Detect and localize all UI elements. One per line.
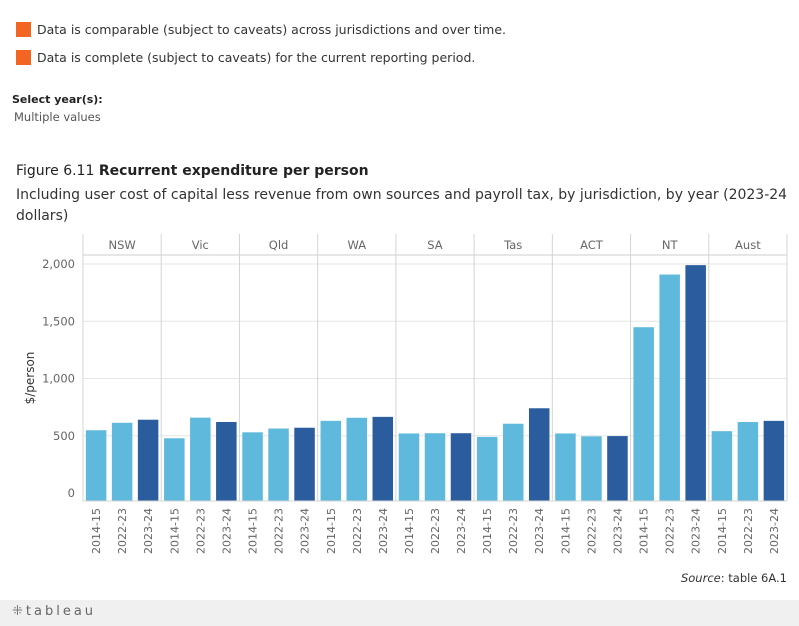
- figure-number: Figure 6.11: [16, 163, 95, 179]
- legend-item-comparable: Data is comparable (subject to caveats) …: [16, 22, 506, 37]
- x-tick-label: 2014-15: [325, 508, 338, 554]
- bar-wa-2014-15: [320, 420, 342, 501]
- x-tick-label: 2023-24: [768, 508, 781, 554]
- legend-item-complete: Data is complete (subject to caveats) fo…: [16, 50, 475, 65]
- x-tick-label: 2014-15: [559, 508, 572, 554]
- legend-swatch: [16, 50, 31, 65]
- y-tick-label: 500: [53, 429, 75, 443]
- y-tick-label: 1,500: [42, 314, 75, 328]
- bar-aust-2022-23: [737, 422, 759, 501]
- figure-title-text: Recurrent expenditure per person: [98, 163, 369, 179]
- x-tick-label: 2023-24: [690, 508, 703, 554]
- bar-vic-2014-15: [164, 438, 185, 501]
- panel-header-vic: Vic: [192, 238, 209, 252]
- panel-header-act: ACT: [580, 238, 604, 252]
- legend-swatch: [16, 22, 31, 37]
- bar-aust-2014-15: [711, 431, 733, 501]
- bar-tas-2014-15: [476, 436, 498, 501]
- x-tick-label: 2022-23: [273, 508, 286, 554]
- legend-text: Data is comparable (subject to caveats) …: [37, 22, 506, 37]
- footer-bar: ⁜ tableau: [0, 600, 799, 626]
- x-tick-label: 2022-23: [429, 508, 442, 554]
- panel-header-sa: SA: [427, 238, 443, 252]
- y-tick-label: 1,000: [42, 372, 75, 386]
- bar-nt-2022-23: [659, 274, 680, 501]
- y-tick-label: 0: [68, 486, 75, 500]
- source-text: : table 6A.1: [720, 571, 787, 585]
- x-tick-label: 2022-23: [664, 508, 677, 554]
- bar-vic-2023-24: [216, 422, 237, 501]
- panel-header-tas: Tas: [503, 238, 522, 252]
- figure-title: Figure 6.11 Recurrent expenditure per pe…: [16, 163, 369, 179]
- bar-sa-2022-23: [424, 433, 446, 501]
- bar-qld-2014-15: [242, 432, 263, 501]
- bar-aust-2023-24: [763, 420, 785, 501]
- x-tick-label: 2023-24: [533, 508, 546, 554]
- panel-header-aust: Aust: [735, 238, 761, 252]
- x-tick-label: 2023-24: [142, 508, 155, 554]
- x-tick-label: 2023-24: [299, 508, 312, 554]
- x-tick-label: 2022-23: [194, 508, 207, 554]
- x-tick-label: 2023-24: [377, 508, 390, 554]
- source-note: Source: table 6A.1: [681, 571, 787, 585]
- bar-tas-2023-24: [528, 408, 550, 501]
- tableau-logo-text: tableau: [25, 604, 97, 619]
- bar-tas-2022-23: [502, 423, 524, 501]
- bar-act-2014-15: [555, 433, 576, 501]
- bar-vic-2022-23: [190, 417, 211, 501]
- bar-sa-2023-24: [450, 433, 472, 501]
- bar-nsw-2022-23: [111, 422, 133, 501]
- y-tick-label: 2,000: [42, 257, 75, 271]
- x-tick-label: 2022-23: [351, 508, 364, 554]
- bar-sa-2014-15: [398, 433, 420, 501]
- bar-nt-2023-24: [685, 265, 706, 501]
- x-tick-label: 2014-15: [716, 508, 729, 554]
- panel-header-wa: WA: [347, 238, 366, 252]
- panel-header-nt: NT: [662, 238, 679, 252]
- legend-text: Data is complete (subject to caveats) fo…: [37, 50, 476, 65]
- bar-qld-2023-24: [294, 427, 315, 501]
- x-tick-label: 2014-15: [481, 508, 494, 554]
- figure-subtitle: Including user cost of capital less reve…: [16, 187, 788, 224]
- x-tick-label: 2023-24: [220, 508, 233, 554]
- x-tick-label: 2014-15: [168, 508, 181, 554]
- x-tick-label: 2022-23: [585, 508, 598, 554]
- year-filter-label: Select year(s):: [12, 93, 103, 106]
- x-tick-label: 2022-23: [116, 508, 129, 554]
- panel-header-nsw: NSW: [108, 238, 135, 252]
- bar-nsw-2023-24: [137, 419, 159, 501]
- y-axis-label: $/person: [23, 352, 37, 405]
- expenditure-chart: 0 500 1,000 1,500 2,000 $/person NSW 2014-15 202…: [23, 234, 788, 554]
- year-filter-value[interactable]: Multiple values: [14, 110, 101, 124]
- x-tick-label: 2022-23: [507, 508, 520, 554]
- x-tick-label: 2014-15: [90, 508, 103, 554]
- x-tick-label: 2014-15: [247, 508, 260, 554]
- tableau-logo[interactable]: ⁜ tableau: [12, 604, 96, 619]
- bar-act-2023-24: [607, 436, 628, 501]
- x-tick-label: 2022-23: [742, 508, 755, 554]
- bar-wa-2022-23: [346, 417, 368, 501]
- bar-nsw-2014-15: [85, 430, 107, 501]
- bar-wa-2023-24: [372, 416, 394, 501]
- x-tick-label: 2023-24: [455, 508, 468, 554]
- tableau-icon: ⁜: [12, 604, 23, 619]
- x-tick-label: 2014-15: [403, 508, 416, 554]
- panel-header-qld: Qld: [269, 238, 289, 252]
- source-label: Source: [680, 571, 721, 585]
- bar-nt-2014-15: [633, 327, 654, 501]
- bar-qld-2022-23: [268, 428, 289, 501]
- x-tick-label: 2023-24: [611, 508, 624, 554]
- bar-act-2022-23: [581, 436, 602, 501]
- x-tick-label: 2014-15: [638, 508, 651, 554]
